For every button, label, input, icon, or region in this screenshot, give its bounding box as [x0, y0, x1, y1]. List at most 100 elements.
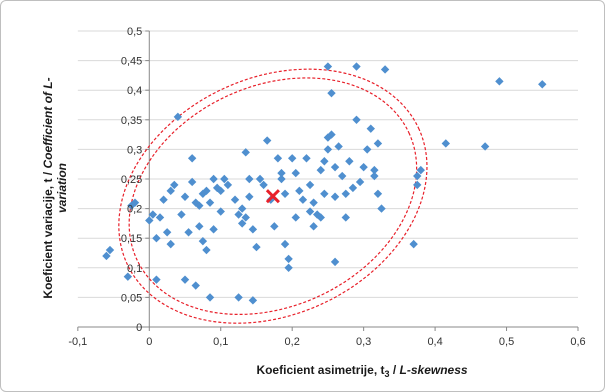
x-tick-label-4: 0,3	[356, 336, 371, 348]
data-point-103	[380, 65, 390, 74]
data-point-84	[330, 192, 340, 201]
data-point-55	[270, 222, 279, 231]
data-point-99	[370, 171, 379, 181]
data-point-59	[280, 189, 290, 198]
data-point-47	[245, 174, 254, 184]
data-point-87	[338, 171, 347, 181]
data-point-45	[241, 148, 250, 157]
data-point-76	[320, 157, 329, 166]
data-point-52	[259, 180, 268, 190]
y-tick-labels: 0 0,05 0,1 0,15 0,2 0,25 0,3 0,35 0,4 0,45 0,5	[121, 26, 142, 334]
data-point-24	[195, 222, 204, 231]
data-point-25	[195, 201, 204, 210]
y-tick-label-2: 0,1	[127, 263, 142, 275]
data-point-36	[216, 186, 225, 196]
data-point-35	[216, 207, 225, 216]
confidence-ellipse-0	[128, 77, 418, 316]
y-tick-label-6: 0,3	[127, 144, 142, 156]
data-point-17	[180, 192, 190, 201]
data-point-69	[305, 180, 315, 190]
data-point-58	[277, 168, 286, 178]
data-point-109	[480, 142, 490, 151]
data-point-91	[348, 183, 358, 193]
data-point-44	[241, 213, 250, 222]
data-point-11	[162, 228, 172, 237]
data-point-95	[359, 162, 368, 172]
data-point-31	[205, 198, 215, 207]
x-axis-title: Koeficient asimetrije, t3 / L-skewness	[256, 363, 467, 379]
data-point-22	[191, 281, 200, 290]
data-point-61	[284, 254, 293, 264]
data-point-92	[352, 115, 361, 124]
data-point-41	[234, 293, 243, 302]
data-point-32	[209, 174, 218, 184]
data-point-66	[295, 186, 304, 196]
data-point-46	[245, 192, 254, 201]
data-point-70	[305, 207, 315, 216]
axes	[77, 30, 579, 331]
x-tick-labels: -0,1 0 0,1 0,2 0,3 0,4 0,5 0,6	[68, 336, 585, 348]
data-point-5	[145, 216, 154, 225]
center-marker-stroke-2	[265, 189, 280, 204]
data-point-8	[152, 234, 161, 243]
data-point-12	[166, 239, 175, 249]
data-point-80	[323, 62, 333, 71]
data-point-42	[237, 219, 247, 228]
data-point-82	[327, 130, 336, 139]
data-point-10	[159, 195, 168, 204]
data-point-33	[209, 225, 218, 234]
data-point-98	[370, 165, 379, 175]
data-point-78	[323, 145, 333, 154]
data-point-43	[237, 204, 247, 213]
data-point-64	[291, 168, 300, 178]
data-point-96	[363, 145, 372, 154]
data-point-60	[280, 239, 290, 249]
y-axis-title-line1: Koeficient variacije, t / Coefficient of…	[41, 77, 55, 298]
data-point-83	[330, 162, 340, 172]
x-tick-label-0: -0,1	[68, 336, 87, 348]
y-tick-label-9: 0,45	[121, 56, 142, 68]
data-point-30	[205, 293, 215, 302]
data-point-75	[316, 165, 325, 175]
data-point-81	[327, 88, 336, 98]
center-marker	[265, 189, 280, 204]
data-point-106	[413, 171, 422, 181]
data-point-9	[155, 213, 165, 222]
data-point-67	[298, 195, 308, 204]
data-point-2	[123, 272, 133, 281]
data-points	[102, 62, 547, 305]
data-point-97	[366, 124, 375, 133]
data-point-111	[538, 80, 547, 89]
y-tick-label-0: 0	[136, 322, 142, 334]
confidence-ellipse-1	[118, 68, 428, 324]
data-point-108	[441, 139, 451, 148]
x-tick-label-7: 0,6	[570, 336, 585, 348]
data-point-77	[320, 189, 329, 198]
data-point-7	[152, 275, 161, 284]
data-point-65	[291, 213, 300, 222]
data-point-110	[495, 77, 504, 86]
data-point-57	[277, 174, 286, 184]
data-point-27	[198, 236, 208, 246]
data-point-56	[273, 154, 283, 163]
data-point-16	[177, 210, 186, 219]
x-tick-label-5: 0,4	[427, 336, 442, 348]
y-tick-label-3: 0,15	[121, 233, 142, 245]
data-point-89	[341, 213, 350, 222]
data-point-18	[180, 275, 190, 284]
data-point-48	[248, 225, 258, 234]
data-point-28	[202, 245, 211, 255]
data-point-71	[309, 198, 318, 207]
y-axis-title-line2: variation	[55, 163, 69, 213]
data-point-37	[220, 174, 229, 184]
data-point-94	[355, 177, 365, 187]
data-point-29	[202, 186, 211, 196]
data-point-93	[352, 62, 361, 71]
data-point-62	[284, 263, 293, 272]
data-point-13	[166, 186, 175, 196]
data-point-39	[230, 195, 240, 204]
x-tick-label-6: 0,5	[499, 336, 514, 348]
data-point-49	[248, 296, 258, 305]
data-point-104	[409, 239, 418, 249]
data-point-1	[105, 245, 115, 255]
